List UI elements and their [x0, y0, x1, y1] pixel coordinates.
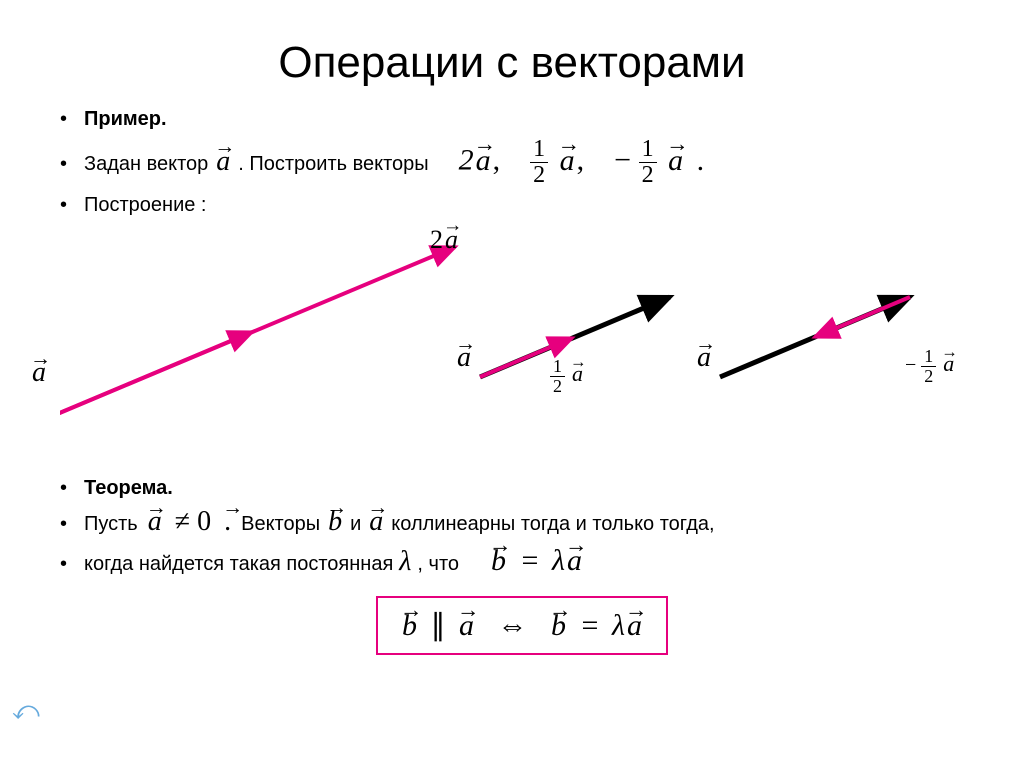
target-vectors: 2→a, 12 →a, − 12 →a .: [459, 137, 704, 188]
content-area: • Пример. • Задан вектор →a . Построить …: [0, 108, 1024, 655]
label-a1: →a: [30, 357, 48, 389]
formula-box: →b ∥ →a ⇔ →b = λ→a: [376, 596, 668, 655]
given-text-post: . Построить векторы: [238, 153, 428, 176]
bullet-given: • Задан вектор →a . Построить векторы 2→…: [60, 137, 984, 188]
and-text: и: [350, 513, 361, 536]
label-a2: →a: [455, 342, 473, 374]
label-neg-half-a: − 12 →a: [905, 347, 956, 386]
bullet-dot: •: [60, 477, 84, 500]
example-label: Пример.: [84, 108, 167, 131]
bullet-dot: •: [60, 108, 84, 131]
bullet-dot: •: [60, 553, 84, 576]
bullet-dot: •: [60, 194, 84, 217]
bullet-dot: •: [60, 153, 84, 176]
build-label: Построение :: [84, 194, 206, 217]
collinear-text: коллинеарны тогда и только тогда,: [391, 513, 714, 536]
a-neq-0: →a ≠ 0 →.: [146, 506, 233, 538]
vec-a-inline: →a: [214, 146, 232, 178]
bullet-dot: •: [60, 513, 84, 536]
vec-b: →b: [326, 506, 344, 538]
lambda-sym: λ: [399, 546, 411, 578]
vectors-text: Векторы: [241, 513, 320, 536]
such-that-text: , что: [417, 553, 459, 576]
when-text: когда найдется такая постоянная: [84, 553, 393, 576]
label-2a: 2→a: [430, 225, 460, 255]
vector-diagram: 2→a →a →a 12 →a →a − 12 →a: [60, 227, 984, 457]
b-eq-lambda-a: →b = λ→a: [489, 544, 584, 578]
given-text-pre: Задан вектор: [84, 153, 208, 176]
label-a3: →a: [695, 342, 713, 374]
bullet-build: • Построение :: [60, 194, 984, 217]
back-arrow-icon[interactable]: ⤺: [12, 695, 40, 727]
theorem-line2: • когда найдется такая постоянная λ , чт…: [60, 544, 984, 578]
bullet-example: • Пример.: [60, 108, 984, 131]
formula-box-wrap: →b ∥ →a ⇔ →b = λ→a: [60, 596, 984, 655]
let-text: Пусть: [84, 513, 138, 536]
vec-a2: →a: [367, 506, 385, 538]
label-half-a: 12 →a: [550, 357, 585, 396]
page-title: Операции с векторами: [0, 0, 1024, 108]
bullet-theorem: • Теорема.: [60, 477, 984, 500]
diagram-svg: [60, 227, 980, 457]
theorem-line1: • Пусть →a ≠ 0 →. Векторы →b и →a коллин…: [60, 506, 984, 538]
